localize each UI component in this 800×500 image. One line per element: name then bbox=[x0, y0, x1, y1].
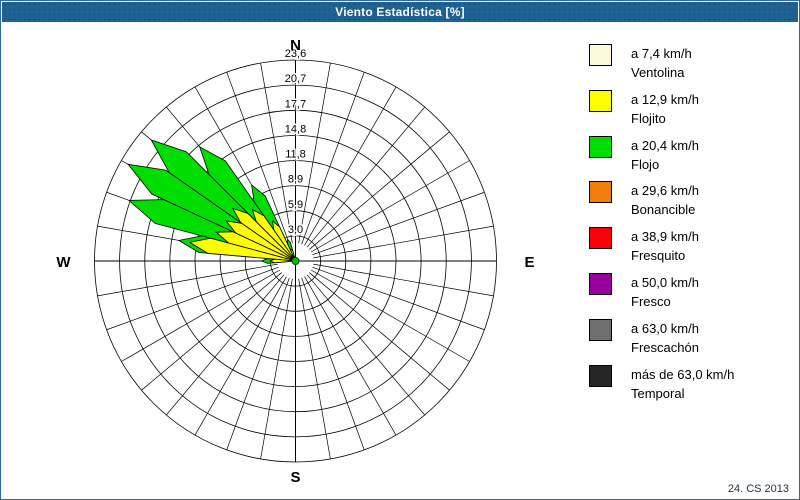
grid-spoke bbox=[226, 72, 290, 245]
legend-item-fresco: a 50,0 km/h Fresco bbox=[589, 273, 699, 311]
legend-swatch bbox=[589, 273, 612, 295]
legend-speed: a 12,9 km/h bbox=[631, 92, 699, 107]
legend-speed: a 63,0 km/h bbox=[631, 321, 699, 336]
ring-value-label: 23,6 bbox=[285, 48, 306, 60]
ring-value-label: 8,9 bbox=[288, 174, 303, 186]
legend-label: a 38,9 km/h Fresquito bbox=[631, 227, 699, 265]
grid-spoke bbox=[304, 86, 397, 246]
compass-label-w: W bbox=[56, 254, 71, 271]
grid-spoke bbox=[141, 272, 282, 391]
legend-beaufort-name: Flojo bbox=[631, 157, 660, 172]
legend-item-fresquito: a 38,9 km/h Fresquito bbox=[589, 227, 699, 265]
grid-spoke bbox=[306, 106, 425, 248]
legend-label: a 29,6 km/h Bonancible bbox=[631, 181, 699, 219]
legend-label: a 20,4 km/h Flojo bbox=[631, 136, 699, 174]
legend-item-frescach-n: a 63,0 km/h Frescachón bbox=[589, 319, 699, 357]
grid-spoke bbox=[309, 272, 450, 391]
legend-speed: a 38,9 km/h bbox=[631, 229, 699, 244]
ring-value-label: 14,8 bbox=[285, 123, 306, 135]
grid-spoke bbox=[121, 269, 281, 362]
grid-spoke bbox=[312, 191, 485, 256]
grid-spoke bbox=[260, 278, 293, 460]
legend-speed: más de 63,0 km/h bbox=[631, 367, 735, 382]
grid-spoke bbox=[304, 276, 397, 436]
ring-value-label: 3,0 bbox=[288, 224, 303, 236]
grid-spoke bbox=[312, 266, 485, 331]
center-marker bbox=[291, 257, 300, 265]
grid-spoke bbox=[309, 131, 450, 250]
grid-spoke bbox=[298, 62, 331, 244]
ring-value-label: 11,8 bbox=[285, 149, 306, 161]
legend-swatch bbox=[589, 44, 612, 66]
windrose-chart-area: 3,0 5,9 8,9 11,8 14,8 17,7 20,7 23,6 N E S W a 7,4 … bbox=[1, 22, 799, 499]
grid-spoke bbox=[106, 266, 279, 331]
ring-value-label: 5,9 bbox=[288, 199, 303, 211]
legend-beaufort-name: Flojito bbox=[631, 111, 666, 126]
legend-label: más de 63,0 km/h Temporal bbox=[631, 365, 734, 403]
legend-item-flojito: a 12,9 km/h Flojito bbox=[589, 90, 699, 128]
window-title: Viento Estadística [%] bbox=[335, 5, 465, 19]
legend-beaufort-name: Bonancible bbox=[631, 202, 696, 217]
legend-swatch bbox=[589, 136, 612, 158]
grid-spoke bbox=[310, 160, 470, 253]
grid-spoke bbox=[301, 72, 365, 245]
legend-label: a 12,9 km/h Flojito bbox=[631, 90, 699, 128]
grid-spoke bbox=[226, 277, 290, 450]
legend-swatch bbox=[589, 319, 612, 341]
grid-spoke bbox=[97, 263, 278, 297]
legend-beaufort-name: Frescachón bbox=[631, 340, 699, 355]
windrose-chart: 3,0 5,9 8,9 11,8 14,8 17,7 20,7 23,6N E S W bbox=[56, 37, 534, 486]
legend-label: a 50,0 km/h Fresco bbox=[631, 273, 699, 311]
legend-beaufort-name: Fresquito bbox=[631, 248, 686, 263]
legend-item-ventolina: a 7,4 km/h Ventolina bbox=[589, 44, 692, 82]
legend-swatch bbox=[589, 90, 612, 112]
legend-label: a 63,0 km/h Frescachón bbox=[631, 319, 699, 357]
legend-speed: a 50,0 km/h bbox=[631, 275, 699, 290]
legend-item-flojo: a 20,4 km/h Flojo bbox=[589, 136, 699, 174]
window-titlebar: Viento Estadística [%] bbox=[2, 2, 798, 22]
grid-spoke bbox=[301, 277, 365, 450]
legend-swatch bbox=[589, 227, 612, 249]
ring-value-label: 17,7 bbox=[285, 98, 306, 110]
grid-spoke bbox=[260, 62, 293, 244]
grid-spoke bbox=[313, 263, 494, 297]
grid-spoke bbox=[298, 278, 331, 460]
compass-label-e: E bbox=[524, 254, 534, 271]
legend-speed: a 29,6 km/h bbox=[631, 183, 699, 198]
petal-flojito bbox=[268, 258, 296, 264]
legend-speed: a 20,4 km/h bbox=[631, 138, 699, 153]
grid-spoke bbox=[194, 276, 287, 436]
compass-label-s: S bbox=[290, 469, 300, 486]
compass-label-n: N bbox=[290, 37, 301, 54]
footer-credit: 24. CS 2013 bbox=[727, 483, 789, 495]
legend-beaufort-name: Fresco bbox=[631, 294, 671, 309]
grid-spoke bbox=[313, 225, 494, 259]
legend-item-bonancible: a 29,6 km/h Bonancible bbox=[589, 181, 699, 219]
grid-spoke bbox=[306, 274, 425, 416]
legend-swatch bbox=[589, 365, 612, 387]
legend-speed: a 7,4 km/h bbox=[631, 46, 692, 61]
petal-flojito bbox=[188, 237, 296, 262]
legend-beaufort-name: Temporal bbox=[631, 386, 685, 401]
legend-beaufort-name: Ventolina bbox=[631, 65, 685, 80]
ring-value-label: 20,7 bbox=[285, 73, 306, 85]
legend-item-temporal: más de 63,0 km/h Temporal bbox=[589, 365, 734, 403]
grid-spoke bbox=[166, 274, 285, 416]
legend-label: a 7,4 km/h Ventolina bbox=[631, 44, 692, 82]
grid-spoke bbox=[310, 269, 470, 362]
legend-swatch bbox=[589, 181, 612, 203]
